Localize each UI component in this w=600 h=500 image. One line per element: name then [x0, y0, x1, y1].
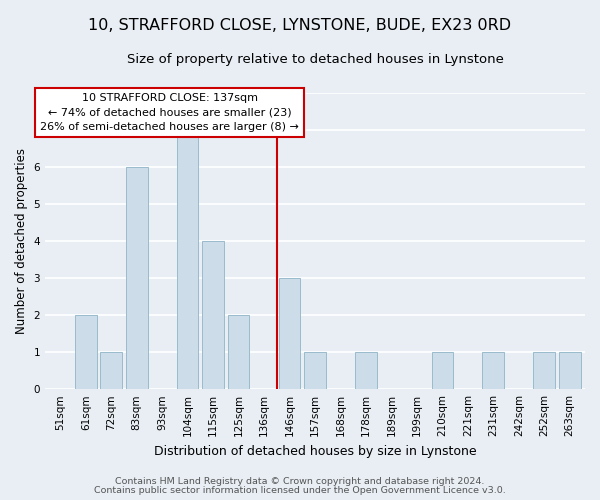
- Bar: [559, 352, 581, 389]
- Bar: [355, 352, 377, 389]
- Bar: [100, 352, 122, 389]
- Bar: [228, 315, 250, 389]
- Text: Contains HM Land Registry data © Crown copyright and database right 2024.: Contains HM Land Registry data © Crown c…: [115, 477, 485, 486]
- Bar: [304, 352, 326, 389]
- Bar: [482, 352, 504, 389]
- Bar: [177, 130, 199, 389]
- Bar: [202, 241, 224, 389]
- Bar: [431, 352, 453, 389]
- Bar: [279, 278, 301, 389]
- X-axis label: Distribution of detached houses by size in Lynstone: Distribution of detached houses by size …: [154, 444, 476, 458]
- Text: 10, STRAFFORD CLOSE, LYNSTONE, BUDE, EX23 0RD: 10, STRAFFORD CLOSE, LYNSTONE, BUDE, EX2…: [88, 18, 512, 32]
- Bar: [533, 352, 555, 389]
- Y-axis label: Number of detached properties: Number of detached properties: [15, 148, 28, 334]
- Text: Contains public sector information licensed under the Open Government Licence v3: Contains public sector information licen…: [94, 486, 506, 495]
- Bar: [126, 167, 148, 389]
- Title: Size of property relative to detached houses in Lynstone: Size of property relative to detached ho…: [127, 52, 503, 66]
- Bar: [75, 315, 97, 389]
- Text: 10 STRAFFORD CLOSE: 137sqm
← 74% of detached houses are smaller (23)
26% of semi: 10 STRAFFORD CLOSE: 137sqm ← 74% of deta…: [40, 93, 299, 132]
